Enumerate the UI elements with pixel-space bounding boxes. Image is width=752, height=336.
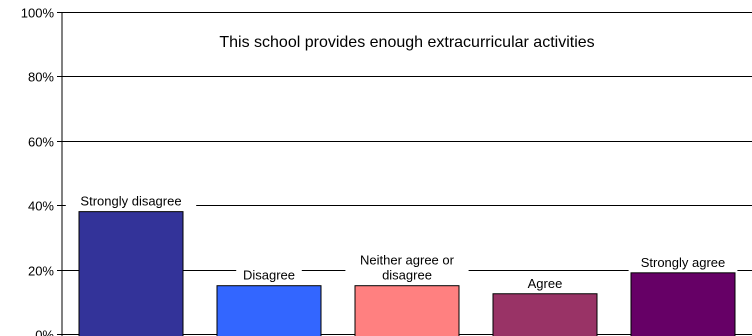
bar-strongly-disagree [78,211,184,336]
bar-disagree [216,285,322,336]
category-label-line: disagree [382,268,432,283]
category-label-line: Neither agree or [360,253,455,268]
bars [78,211,736,336]
bar-neither-agree-or-disagree [354,285,460,336]
category-label: Strongly disagree [65,192,197,211]
category-label-bg [65,192,197,211]
category-label-bg [628,253,738,272]
category-labels: Strongly disagree Disagree Neither agree o… [65,192,738,293]
category-label-bg [345,251,469,285]
y-tick-label: 80% [28,70,54,85]
category-label: Strongly agree [628,253,738,272]
y-tick-label: 40% [28,199,54,214]
category-label-line: Strongly disagree [80,194,181,209]
y-tick-label: 20% [28,264,54,279]
bar-strongly-agree [630,272,736,336]
y-tick-label: 60% [28,135,54,150]
chart-title: This school provides enough extracurricu… [219,34,594,51]
y-axis-ticks: 0% 20% 40% 60% 80% 100% [21,6,62,336]
category-label-line: Disagree [243,268,295,283]
category-label-bg [523,274,567,293]
category-label: Disagree [236,266,302,285]
category-label-bg [236,266,302,285]
y-tick-label: 100% [21,6,55,21]
bar-agree [492,293,598,336]
y-tick-label: 0% [35,328,54,336]
category-label: Agree [523,274,567,293]
category-label-line: Agree [528,276,563,291]
category-label-line: Strongly agree [641,255,726,270]
